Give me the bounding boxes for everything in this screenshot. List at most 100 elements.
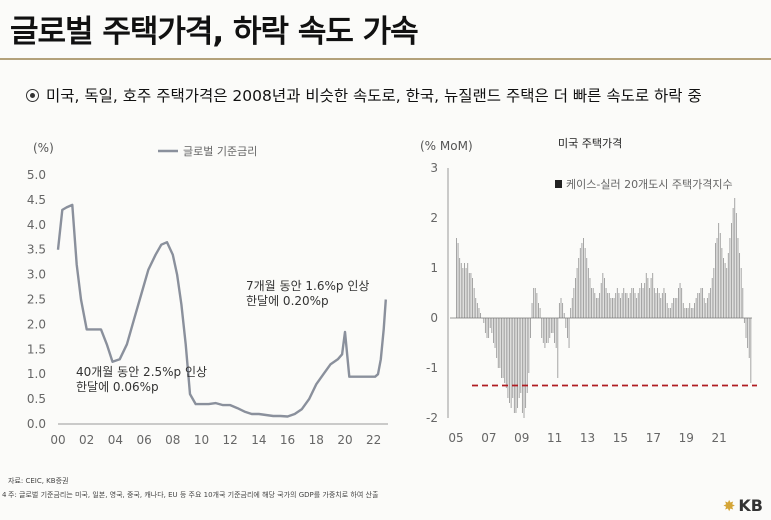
- house-price-bar: [690, 308, 692, 318]
- house-price-bar: [586, 258, 588, 318]
- right-x-tick-label: 09: [514, 431, 529, 445]
- house-price-bar: [644, 283, 646, 318]
- house-price-bar: [684, 308, 686, 318]
- house-price-bar: [489, 318, 491, 328]
- house-price-bar: [571, 298, 573, 318]
- house-price-bar: [727, 253, 729, 318]
- house-price-bar: [607, 293, 609, 318]
- house-price-bar: [742, 288, 744, 318]
- house-price-bar: [583, 238, 584, 318]
- house-price-bar: [739, 253, 741, 318]
- house-price-bar: [623, 288, 625, 318]
- house-price-bar: [735, 213, 737, 318]
- house-price-bar: [612, 298, 613, 318]
- right-x-tick-label: 21: [711, 431, 726, 445]
- house-price-bar: [575, 278, 576, 318]
- house-price-bar: [494, 318, 496, 348]
- house-price-bar: [472, 278, 473, 318]
- house-price-bar: [674, 298, 676, 318]
- house-price-bar: [732, 208, 734, 318]
- title-divider: [0, 58, 771, 60]
- house-price-bar: [687, 308, 689, 318]
- house-price-bar: [698, 293, 700, 318]
- house-price-bar: [467, 263, 469, 318]
- right-y-tick-label: 2: [430, 211, 438, 225]
- house-price-bar: [682, 303, 684, 318]
- house-price-bar: [700, 288, 702, 318]
- house-price-bar: [681, 288, 683, 318]
- house-price-bar: [521, 318, 523, 413]
- house-price-bar: [660, 298, 662, 318]
- left-x-tick-label: 16: [280, 433, 295, 447]
- house-price-bar: [613, 298, 615, 318]
- house-price-bar: [486, 318, 488, 338]
- house-price-bar: [496, 318, 498, 358]
- right-x-tick-label: 05: [448, 431, 463, 445]
- house-price-bar: [562, 303, 564, 318]
- house-price-bar: [705, 303, 707, 318]
- house-price-bar: [745, 318, 747, 338]
- left-y-tick-label: 2.5: [27, 293, 46, 307]
- house-price-bar: [641, 283, 642, 318]
- house-price-bar: [476, 303, 478, 318]
- right-y-tick-label: -2: [426, 411, 438, 425]
- right-x-tick-label: 17: [646, 431, 661, 445]
- house-price-bar: [549, 318, 551, 338]
- house-price-bar: [587, 268, 589, 318]
- house-price-bar: [703, 298, 705, 318]
- right-legend-label: 케이스-실러 20개도시 주택가격지수: [566, 178, 733, 191]
- house-price-bar: [689, 303, 691, 318]
- house-price-bar: [621, 293, 623, 318]
- left-y-tick-label: 1.0: [27, 367, 46, 381]
- house-price-bar: [538, 303, 539, 318]
- left-y-tick-label: 0.5: [27, 392, 46, 406]
- house-price-bar: [726, 268, 728, 318]
- house-price-bar: [615, 293, 617, 318]
- house-price-bar: [600, 283, 602, 318]
- house-price-bar: [528, 318, 530, 373]
- house-price-bar: [711, 278, 713, 318]
- house-price-bar: [473, 288, 475, 318]
- house-price-bar: [634, 293, 636, 318]
- house-price-bar: [567, 318, 568, 338]
- house-price-bar: [708, 293, 710, 318]
- left-x-tick-label: 22: [366, 433, 381, 447]
- house-price-bar: [518, 318, 520, 398]
- left-x-tick-label: 04: [108, 433, 123, 447]
- house-price-bar: [462, 268, 464, 318]
- house-price-bar: [525, 318, 527, 408]
- left-x-tick-label: 18: [309, 433, 324, 447]
- house-price-bar: [695, 298, 697, 318]
- house-price-bar: [652, 273, 654, 318]
- rate-series-line: [56, 203, 387, 418]
- house-price-bar: [694, 303, 695, 318]
- right-y-tick-label: 3: [430, 161, 438, 175]
- house-price-bar: [560, 298, 562, 318]
- annotation-7m-line1: 7개월 동안 1.6%p 인상: [246, 279, 369, 293]
- house-price-bar: [724, 263, 726, 318]
- house-price-bar: [468, 273, 470, 318]
- left-x-tick-label: 06: [136, 433, 151, 447]
- house-price-bar: [512, 318, 514, 398]
- house-price-bar: [579, 248, 581, 318]
- house-price-bar: [557, 318, 559, 378]
- house-price-bar: [459, 258, 461, 318]
- house-price-bar: [568, 318, 570, 348]
- house-price-bar: [679, 283, 681, 318]
- house-price-bar: [483, 318, 485, 323]
- house-price-bar: [491, 318, 493, 333]
- page-title: 글로벌 주택가격, 하락 속도 가속: [10, 14, 419, 50]
- house-price-bar: [478, 308, 480, 318]
- house-price-bar: [604, 278, 605, 318]
- house-price-bar: [547, 318, 549, 343]
- left-y-tick-label: 0.0: [27, 417, 46, 431]
- house-price-bar: [608, 293, 610, 318]
- page-number: 4: [2, 491, 7, 499]
- house-price-bar: [671, 303, 673, 318]
- house-price-bar: [558, 303, 560, 318]
- house-price-bar: [502, 318, 504, 378]
- house-price-bar: [542, 318, 544, 343]
- left-y-tick-label: 1.5: [27, 342, 46, 356]
- house-price-bar: [550, 318, 552, 333]
- house-price-bar: [597, 298, 599, 318]
